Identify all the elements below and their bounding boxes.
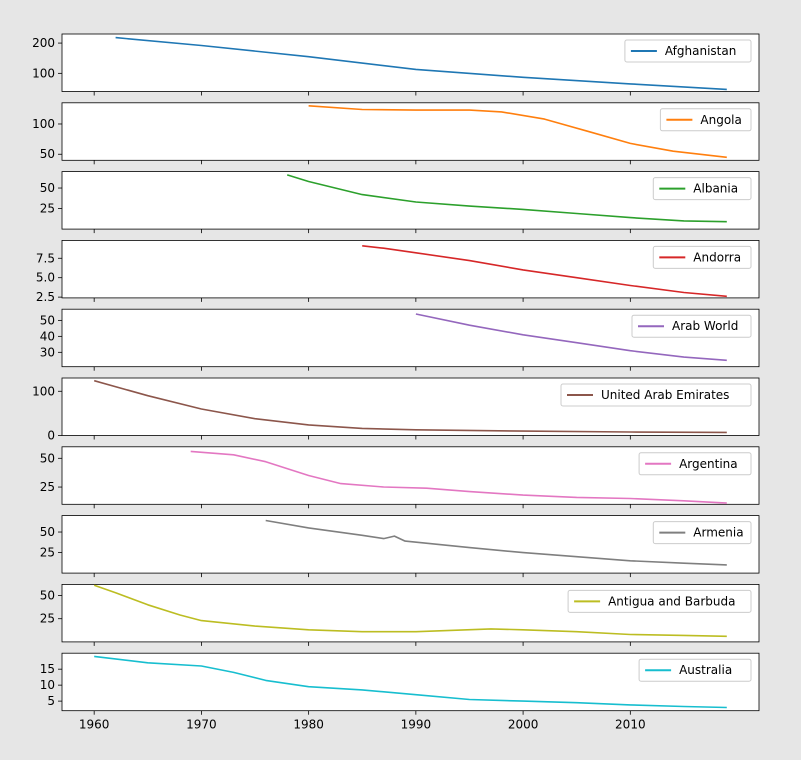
y-tick-label: 200 <box>32 36 55 50</box>
legend-label: Argentina <box>679 457 738 471</box>
legend-label: Armenia <box>693 526 743 540</box>
subplot-albania: 25 50 Albania <box>40 171 760 234</box>
subplot-arab-world: 30 40 50 Arab World <box>40 308 760 371</box>
subplot-andorra: 2.5 5.0 7.5 Andorra <box>36 239 760 304</box>
plot-area <box>61 171 760 230</box>
series-line-arab-world <box>415 313 727 362</box>
legend-box <box>652 245 752 269</box>
legend-united-arab-emirates: United Arab Emirates <box>560 383 752 407</box>
legend-box <box>567 589 752 613</box>
legend-box <box>631 314 752 338</box>
y-tick-label: 25 <box>40 480 55 494</box>
y-tick-label: 100 <box>32 66 55 80</box>
series-line-angola <box>308 105 727 159</box>
y-tick-label: 10 <box>40 678 55 692</box>
legend-afghanistan: Afghanistan <box>624 39 752 63</box>
subplot-united-arab-emirates: 0 100 United Arab Emirates <box>32 377 760 443</box>
series-line-andorra <box>362 245 727 298</box>
legend-label: Antigua and Barbuda <box>608 594 735 608</box>
y-tick-label: 0 <box>47 429 55 443</box>
legend-armenia: Armenia <box>652 521 752 545</box>
legend-australia: Australia <box>638 658 752 682</box>
series-line-afghanistan <box>115 36 727 91</box>
y-tick-label: 25 <box>40 612 55 626</box>
y-tick-label: 25 <box>40 202 55 216</box>
plot-area <box>61 515 760 574</box>
y-tick-label: 100 <box>32 384 55 398</box>
legend-label: Arab World <box>672 319 738 333</box>
y-tick-label: 2.5 <box>36 290 55 304</box>
plot-area <box>61 239 760 299</box>
subplot-angola: 50 100 Angola <box>32 102 760 165</box>
x-tick-label: 1970 <box>186 718 217 732</box>
y-tick-label: 15 <box>40 662 55 676</box>
series-line-australia <box>94 655 727 709</box>
y-tick-label: 5.0 <box>36 271 55 285</box>
legend-label: Andorra <box>693 250 741 264</box>
legend-label: United Arab Emirates <box>601 388 729 402</box>
y-tick-label: 25 <box>40 546 55 560</box>
legend-antigua-and-barbuda: Antigua and Barbuda <box>567 589 752 613</box>
y-tick-label: 30 <box>40 345 55 359</box>
legend-box <box>652 521 752 545</box>
legend-arab-world: Arab World <box>631 314 752 338</box>
plot-area <box>61 102 760 161</box>
series-line-antigua-and-barbuda <box>93 584 727 638</box>
legend-box <box>638 658 752 682</box>
y-tick-label: 50 <box>40 181 55 195</box>
legend-label: Angola <box>700 113 741 127</box>
y-tick-label: 40 <box>40 329 55 343</box>
subplot-afghanistan: 100 200 Afghanistan <box>32 33 760 96</box>
legend-box <box>638 452 752 476</box>
y-tick-label: 5 <box>47 694 55 708</box>
x-tick-label: 1960 <box>79 718 110 732</box>
y-tick-label: 50 <box>40 589 55 603</box>
y-tick-label: 50 <box>40 313 55 327</box>
y-tick-label: 7.5 <box>36 251 55 265</box>
series-line-albania <box>286 174 727 223</box>
y-tick-label: 50 <box>40 451 55 465</box>
subplot-argentina: 25 50 Argentina <box>40 446 760 509</box>
y-tick-label: 50 <box>40 147 55 161</box>
legend-argentina: Argentina <box>638 452 752 476</box>
legend-label: Albania <box>693 182 738 196</box>
subplot-armenia: 25 50 Armenia <box>40 515 760 578</box>
legend-andorra: Andorra <box>652 245 752 269</box>
x-tick-label: 2000 <box>508 718 539 732</box>
legend-box <box>624 39 752 63</box>
legend-angola: Angola <box>659 108 752 132</box>
legend-box <box>659 108 752 132</box>
y-tick-label: 50 <box>40 525 55 539</box>
subplot-australia: 5 10 15 1960 1970 1980 1990 2000 2010 Australia <box>40 652 760 732</box>
legend-albania: Albania <box>652 177 752 201</box>
x-tick-label: 1980 <box>293 718 324 732</box>
legend-label: Australia <box>679 663 732 677</box>
series-line-argentina <box>190 450 727 504</box>
x-tick-label: 2010 <box>615 718 646 732</box>
subplot-antigua-and-barbuda: 25 50 Antigua and Barbuda <box>40 584 760 646</box>
legend-box <box>560 383 752 407</box>
x-tick-label: 1990 <box>401 718 432 732</box>
legend-box <box>652 177 752 201</box>
series-line-united-arab-emirates <box>93 379 727 434</box>
legend-label: Afghanistan <box>665 44 736 58</box>
y-tick-label: 100 <box>32 117 55 131</box>
series-line-armenia <box>265 519 727 566</box>
